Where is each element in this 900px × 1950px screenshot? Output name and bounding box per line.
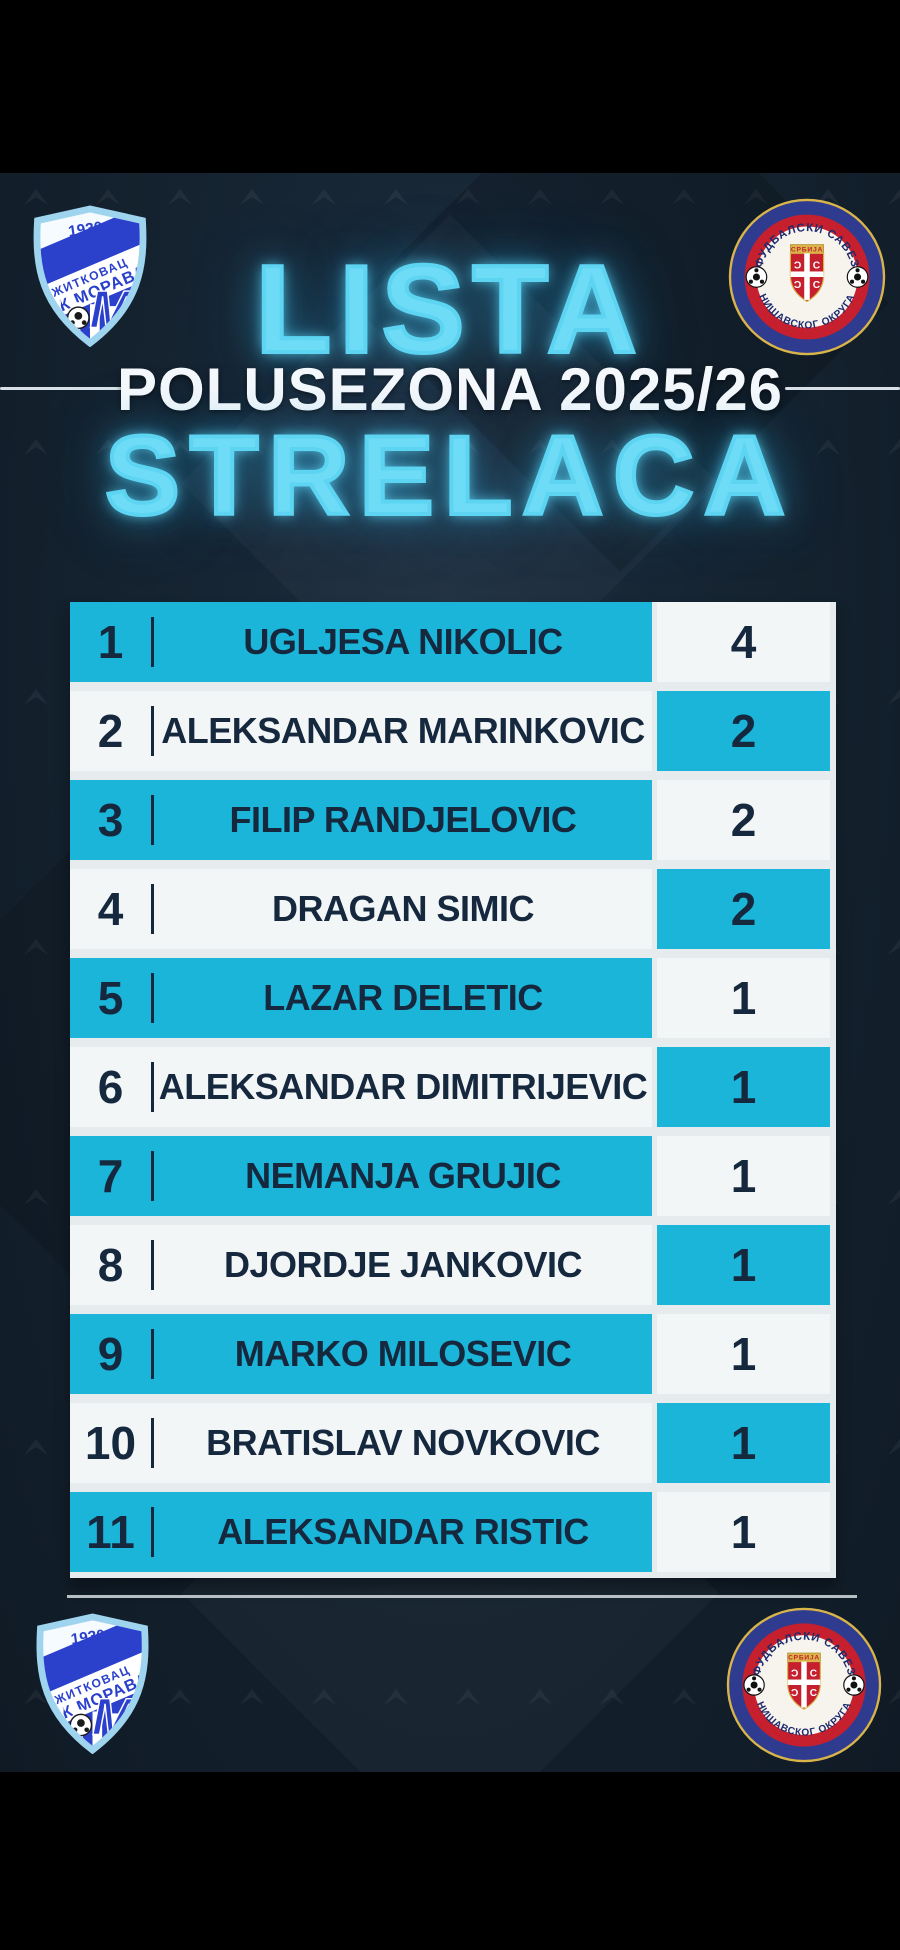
rank-separator <box>151 1329 154 1379</box>
rank-separator <box>151 1240 154 1290</box>
divider-line-right <box>785 387 900 390</box>
title-line1: LISTA <box>254 241 645 379</box>
player-goals: 2 <box>657 691 830 771</box>
table-row: 1 UGLJESA NIKOLIC 4 <box>70 602 830 682</box>
rank-separator <box>151 617 154 667</box>
table-row: 7 NEMANJA GRUJIC 1 <box>70 1136 830 1216</box>
player-name: ALEKSANDAR RISTIC <box>217 1511 589 1552</box>
subtitle-season: POLUSEZONA 2025/26 <box>116 356 784 423</box>
table-row: 9 MARKO MILOSEVIC 1 <box>70 1314 830 1394</box>
player-name-cell: 3 FILIP RANDJELOVIC <box>70 780 652 860</box>
player-name: UGLJESA NIKOLIC <box>243 621 563 662</box>
rank-separator <box>151 1151 154 1201</box>
player-name: NEMANJA GRUJIC <box>245 1155 561 1196</box>
player-goals: 1 <box>657 1047 830 1127</box>
federation-badge-bottom <box>726 1607 882 1763</box>
table-row: 3 FILIP RANDJELOVIC 2 <box>70 780 830 860</box>
player-goals: 1 <box>657 1225 830 1305</box>
player-name-cell: 9 MARKO MILOSEVIC <box>70 1314 652 1394</box>
rank-separator <box>151 1418 154 1468</box>
player-rank: 8 <box>97 1239 124 1291</box>
table-row: 11 ALEKSANDAR RISTIC 1 <box>70 1492 830 1572</box>
player-name-cell: 4 DRAGAN SIMIC <box>70 869 652 949</box>
player-name-cell: 1 UGLJESA NIKOLIC <box>70 602 652 682</box>
rank-separator <box>151 973 154 1023</box>
rank-separator <box>151 706 154 756</box>
player-rank: 5 <box>97 972 124 1024</box>
rank-separator <box>151 1062 154 1112</box>
player-name: BRATISLAV NOVKOVIC <box>206 1422 600 1463</box>
table-row: 10 BRATISLAV NOVKOVIC 1 <box>70 1403 830 1483</box>
player-name-cell: 8 DJORDJE JANKOVIC <box>70 1225 652 1305</box>
table-row: 8 DJORDJE JANKOVIC 1 <box>70 1225 830 1305</box>
player-rank: 9 <box>97 1328 124 1380</box>
player-rank: 10 <box>84 1417 137 1469</box>
player-goals: 2 <box>657 869 830 949</box>
player-name: ALEKSANDAR DIMITRIJEVIC <box>158 1066 648 1107</box>
player-name-cell: 11 ALEKSANDAR RISTIC <box>70 1492 652 1572</box>
player-rank: 6 <box>97 1061 124 1113</box>
player-name: FILIP RANDJELOVIC <box>229 799 577 840</box>
player-rank: 1 <box>97 616 124 668</box>
player-goals: 1 <box>657 1492 830 1572</box>
table-row: 6 ALEKSANDAR DIMITRIJEVIC 1 <box>70 1047 830 1127</box>
player-name: ALEKSANDAR MARINKOVIC <box>161 710 645 751</box>
player-name: DRAGAN SIMIC <box>272 888 535 929</box>
player-goals: 1 <box>657 1136 830 1216</box>
player-name: LAZAR DELETIC <box>263 977 543 1018</box>
rank-separator <box>151 1507 154 1557</box>
player-goals: 1 <box>657 1314 830 1394</box>
player-goals: 1 <box>657 1403 830 1483</box>
player-rank: 4 <box>97 883 124 935</box>
player-rank: 2 <box>97 705 124 757</box>
player-name-cell: 7 NEMANJA GRUJIC <box>70 1136 652 1216</box>
divider-line-left <box>0 387 123 390</box>
player-name: MARKO MILOSEVIC <box>234 1333 572 1374</box>
club-logo-bottom <box>25 1613 160 1754</box>
table-row: 4 DRAGAN SIMIC 2 <box>70 869 830 949</box>
player-name-cell: 5 LAZAR DELETIC <box>70 958 652 1038</box>
player-rank: 11 <box>86 1506 135 1558</box>
player-name: DJORDJE JANKOVIC <box>223 1244 583 1285</box>
table-row: 2 ALEKSANDAR MARINKOVIC 2 <box>70 691 830 771</box>
player-rank: 7 <box>97 1150 124 1202</box>
player-goals: 1 <box>657 958 830 1038</box>
player-goals: 2 <box>657 780 830 860</box>
rank-separator <box>151 884 154 934</box>
player-name-cell: 10 BRATISLAV NOVKOVIC <box>70 1403 652 1483</box>
rank-separator <box>151 795 154 845</box>
player-rank: 3 <box>97 794 124 846</box>
title-line2: STRELACA <box>103 413 795 538</box>
table-row: 5 LAZAR DELETIC 1 <box>70 958 830 1038</box>
player-name-cell: 2 ALEKSANDAR MARINKOVIC <box>70 691 652 771</box>
score-table: 1 UGLJESA NIKOLIC 4 2 ALEKSANDAR MARINKO… <box>70 602 836 1578</box>
player-name-cell: 6 ALEKSANDAR DIMITRIJEVIC <box>70 1047 652 1127</box>
table-bottom-divider <box>67 1595 857 1598</box>
player-goals: 4 <box>657 602 830 682</box>
